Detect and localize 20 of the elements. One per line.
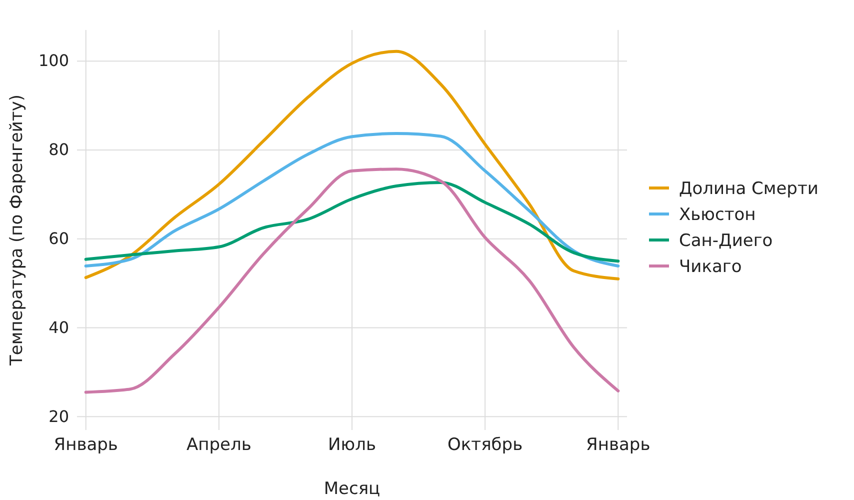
x-tick-label: Октябрь xyxy=(448,435,523,456)
legend-label: Долина Смерти xyxy=(679,178,818,199)
y-tick-label: 100 xyxy=(38,51,69,70)
y-tick-label: 40 xyxy=(48,318,69,337)
y-tick-label: 20 xyxy=(48,406,69,426)
x-tick-label: Апрель xyxy=(186,435,252,456)
y-tick-label: 60 xyxy=(48,229,69,248)
x-axis-title: Месяц xyxy=(324,479,380,499)
x-tick-label: Январь xyxy=(54,435,118,456)
y-axis-title: Температура (по Фаренгейту) xyxy=(7,94,27,367)
legend-label: Чикаго xyxy=(679,256,742,277)
line-series xyxy=(84,180,620,263)
line-series xyxy=(84,132,620,268)
line-series xyxy=(84,50,620,280)
line-series xyxy=(84,168,620,394)
legend-label: Сан-Диего xyxy=(679,230,773,251)
y-tick-label: 80 xyxy=(48,140,69,160)
legend-label: Хьюстон xyxy=(679,204,756,225)
x-tick-label: Январь xyxy=(586,435,650,456)
x-tick-label: Июль xyxy=(328,435,376,456)
